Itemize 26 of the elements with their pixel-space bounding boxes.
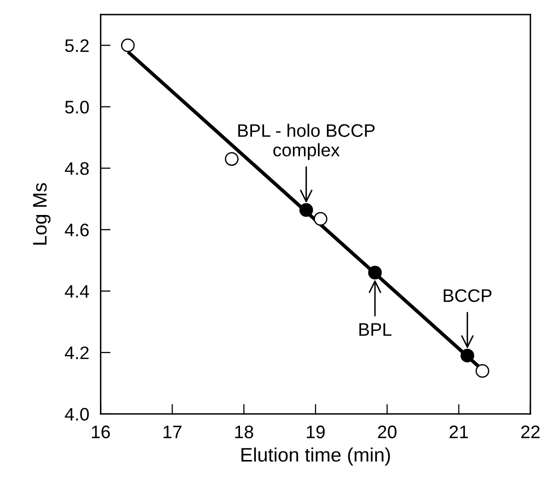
x-tick-label: 21 <box>450 426 468 438</box>
x-tick-label: 20 <box>378 426 396 438</box>
y-tick-label: 4.4 <box>64 285 90 298</box>
x-tick-label: 17 <box>164 426 182 438</box>
y-tick-label: 4.0 <box>64 408 89 421</box>
point <box>224 152 239 166</box>
x-tick-label: 19 <box>306 426 325 438</box>
point <box>299 203 314 217</box>
point <box>368 266 382 280</box>
annotation: BPL <box>359 323 392 336</box>
y-tick-label: 5.2 <box>65 39 89 52</box>
x-tick-label: 18 <box>235 426 254 438</box>
y-tick-label: 4.2 <box>64 346 89 360</box>
point <box>476 364 490 378</box>
x-tick-label: 22 <box>521 426 540 438</box>
x-axis-title: Elution time (min) <box>241 447 390 466</box>
point <box>460 348 474 362</box>
x-tick-label: 16 <box>92 426 110 438</box>
y-axis-title: Log Ms <box>33 183 51 245</box>
y-tick-label: 4.8 <box>64 162 89 175</box>
annotation: BCCP <box>444 289 492 302</box>
annotation: BPL - holo BCCP complex <box>238 124 375 160</box>
y-tick-label: 5.0 <box>65 100 89 114</box>
y-tick-label: 4.6 <box>64 224 89 236</box>
point <box>121 38 135 52</box>
point <box>314 212 328 226</box>
